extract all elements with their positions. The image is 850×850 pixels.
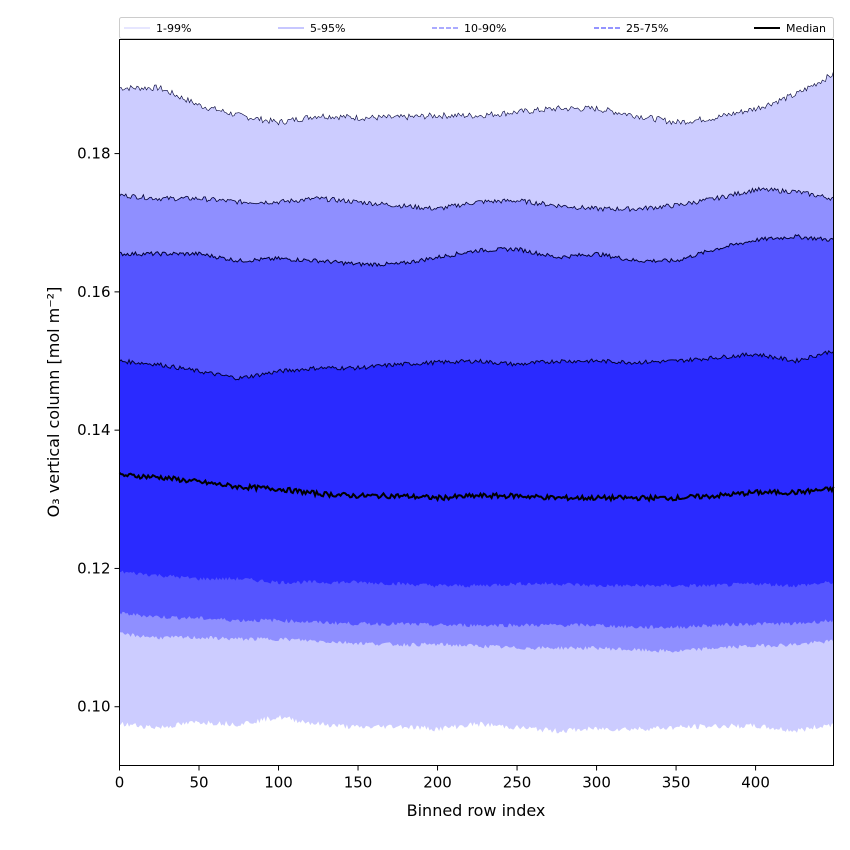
legend-label: Median: [786, 22, 826, 35]
p90-line: [119, 234, 834, 268]
percentile-bands: [119, 71, 834, 734]
y-tick-label: 0.14: [77, 421, 110, 439]
median-line: [118, 471, 835, 503]
x-tick-label: 350: [662, 774, 691, 792]
legend-label: 25-75%: [626, 22, 668, 35]
y-tick-label: 0.10: [77, 698, 110, 716]
x-tick-label: 100: [264, 774, 293, 792]
x-axis-label: Binned row index: [407, 801, 546, 820]
x-tick-label: 0: [115, 774, 125, 792]
legend[interactable]: 1-99% 5-95% 10-90% 25-75% Median: [119, 17, 834, 39]
x-tick-label: 150: [344, 774, 373, 792]
y-axis-label: O₃ vertical column [mol m⁻²]: [44, 287, 63, 518]
x-tick-label: 400: [741, 774, 770, 792]
plot-frame: [119, 39, 834, 766]
p95-line: [119, 186, 834, 213]
legend-label: 1-99%: [156, 22, 191, 35]
y-tick-label: 0.12: [77, 559, 110, 577]
legend-label: 5-95%: [310, 22, 345, 35]
x-tick-label: 200: [423, 774, 452, 792]
x-axis-ticks: 0 50 100 150 200 250 300 350 400: [115, 765, 770, 792]
band-25-75: [119, 350, 834, 588]
p75-line: [119, 350, 834, 381]
x-tick-label: 300: [582, 774, 611, 792]
legend-label: 10-90%: [464, 22, 506, 35]
y-axis-ticks: 0.10 0.12 0.14 0.16 0.18: [77, 145, 120, 716]
p99-line: [119, 71, 834, 126]
x-tick-label: 50: [189, 774, 208, 792]
x-tick-label: 250: [503, 774, 532, 792]
y-tick-label: 0.16: [77, 283, 110, 301]
legend-box: [119, 17, 834, 39]
percentile-lines: [118, 71, 835, 503]
y-tick-label: 0.18: [77, 145, 110, 163]
